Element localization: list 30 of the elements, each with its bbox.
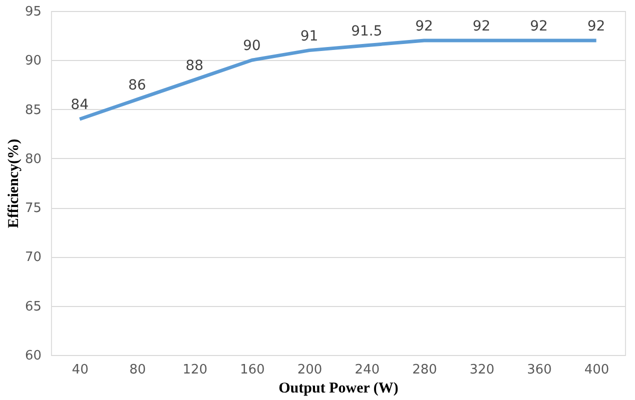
data-label: 92	[415, 18, 434, 34]
y-tick-label: 70	[24, 250, 42, 266]
data-label: 90	[242, 38, 261, 54]
y-tick-label: 75	[24, 201, 42, 216]
data-label: 91.5	[351, 23, 382, 40]
data-label: 91	[300, 28, 318, 44]
x-tick-label: 360	[526, 362, 552, 378]
data-label: 92	[472, 18, 490, 34]
x-tick-label: 40	[72, 362, 88, 378]
y-tick-label: 90	[24, 54, 42, 69]
x-axis-title: Output Power (W)	[278, 380, 398, 396]
x-tick-label: 200	[297, 362, 322, 378]
data-label: 88	[186, 58, 204, 74]
data-label: 86	[128, 77, 146, 94]
y-axis-title: Efficiency(%)	[6, 138, 22, 228]
y-tick-label: 95	[24, 4, 42, 20]
y-tick-label: 85	[24, 102, 42, 118]
x-tick-label: 400	[584, 362, 610, 378]
y-tick-label: 60	[24, 348, 42, 364]
y-tick-label: 65	[24, 299, 42, 314]
y-tick-label: 80	[24, 152, 42, 167]
x-tick-label: 240	[354, 362, 380, 378]
data-label: 84	[70, 97, 89, 114]
x-tick-label: 320	[470, 362, 494, 378]
x-tick-label: 160	[240, 362, 265, 378]
data-label: 92	[587, 18, 606, 34]
x-tick-label: 80	[129, 362, 146, 378]
x-tick-label: 280	[412, 362, 438, 378]
data-label: 92	[530, 18, 548, 34]
x-tick-label: 120	[182, 362, 208, 378]
